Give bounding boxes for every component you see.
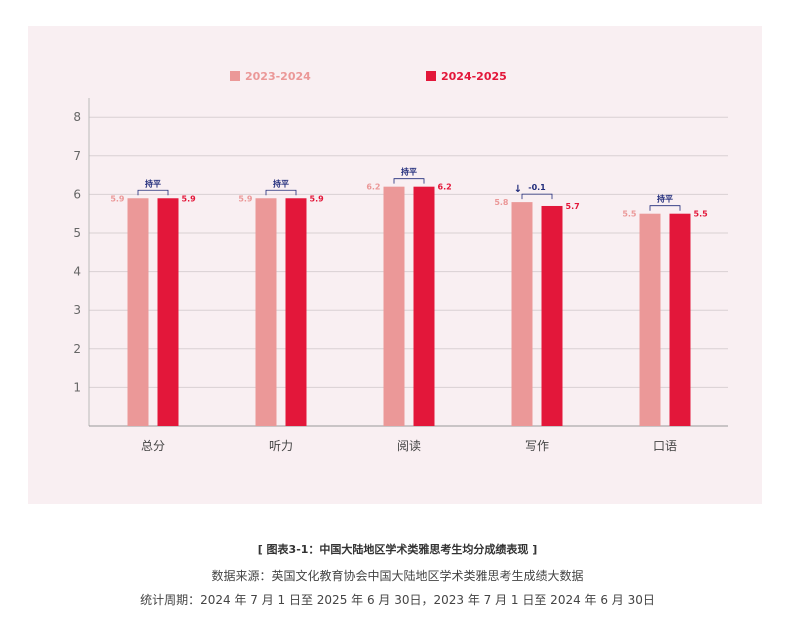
y-tick-label: 6	[73, 187, 81, 201]
bar	[413, 186, 435, 426]
data-label: 5.9	[110, 194, 125, 203]
comparison-bracket	[649, 205, 681, 211]
change-annotation: 持平	[401, 167, 417, 177]
y-tick-label: 3	[73, 303, 81, 317]
bar	[157, 198, 179, 426]
data-label: 5.9	[238, 194, 253, 203]
y-tick-label: 5	[73, 226, 81, 240]
y-tick-label: 4	[73, 265, 81, 279]
comparison-bracket	[137, 189, 169, 196]
bar	[383, 186, 405, 426]
legend-label: 2024-2025	[441, 70, 507, 83]
figure-caption-title: [ 图表3-1：中国大陆地区学术类雅思考生均分成绩表现 ]	[257, 543, 538, 556]
bar	[255, 198, 277, 426]
figure-source-note: 数据来源：英国文化教育协会中国大陆地区学术类雅思考生成绩大数据	[211, 569, 584, 583]
change-annotation: 持平	[145, 178, 161, 188]
y-tick-label: 8	[73, 110, 81, 124]
x-tick-label: 总分	[141, 439, 165, 453]
change-annotation: -0.1	[528, 183, 546, 192]
bar-chart: 1 2 3 4 5 6 7 8 2023-2024 2024-2025 5.9 5.9 总分 持平 5.9 5…	[73, 70, 728, 453]
bar	[541, 205, 563, 426]
y-tick-label: 1	[73, 380, 81, 394]
data-label: 5.7	[566, 202, 580, 211]
legend-swatch	[230, 71, 240, 81]
bar	[511, 202, 533, 426]
y-tick-label: 2	[73, 342, 81, 356]
data-label: 5.5	[694, 210, 709, 219]
data-label: 5.9	[182, 194, 197, 203]
legend-swatch	[426, 71, 436, 81]
figure-period-note: 统计周期：2024 年 7 月 1 日至 2025 年 6 月 30日，2023…	[140, 593, 655, 607]
bar	[127, 198, 149, 426]
y-tick-label: 7	[73, 149, 81, 163]
comparison-bracket	[521, 193, 553, 200]
x-tick-label: 写作	[525, 439, 549, 453]
x-tick-label: 听力	[269, 439, 293, 453]
change-annotation: 持平	[657, 194, 673, 204]
legend-label: 2023-2024	[245, 70, 311, 83]
bar	[285, 198, 307, 426]
x-tick-label: 阅读	[397, 439, 421, 453]
down-arrow-icon: ↓	[514, 184, 522, 195]
data-label: 5.8	[494, 198, 509, 207]
data-label: 6.2	[366, 183, 380, 192]
comparison-bracket	[393, 178, 425, 184]
comparison-bracket	[265, 189, 297, 196]
data-label: 5.9	[310, 194, 325, 203]
data-label: 6.2	[438, 183, 452, 192]
data-label: 5.5	[622, 210, 637, 219]
chart-panel: 1 2 3 4 5 6 7 8 2023-2024 2024-2025 5.9 5.9 总分 持平 5.9 5…	[28, 26, 762, 504]
x-tick-label: 口语	[653, 439, 677, 453]
bar	[669, 213, 691, 426]
change-annotation: 持平	[273, 178, 289, 188]
bar	[639, 213, 661, 426]
